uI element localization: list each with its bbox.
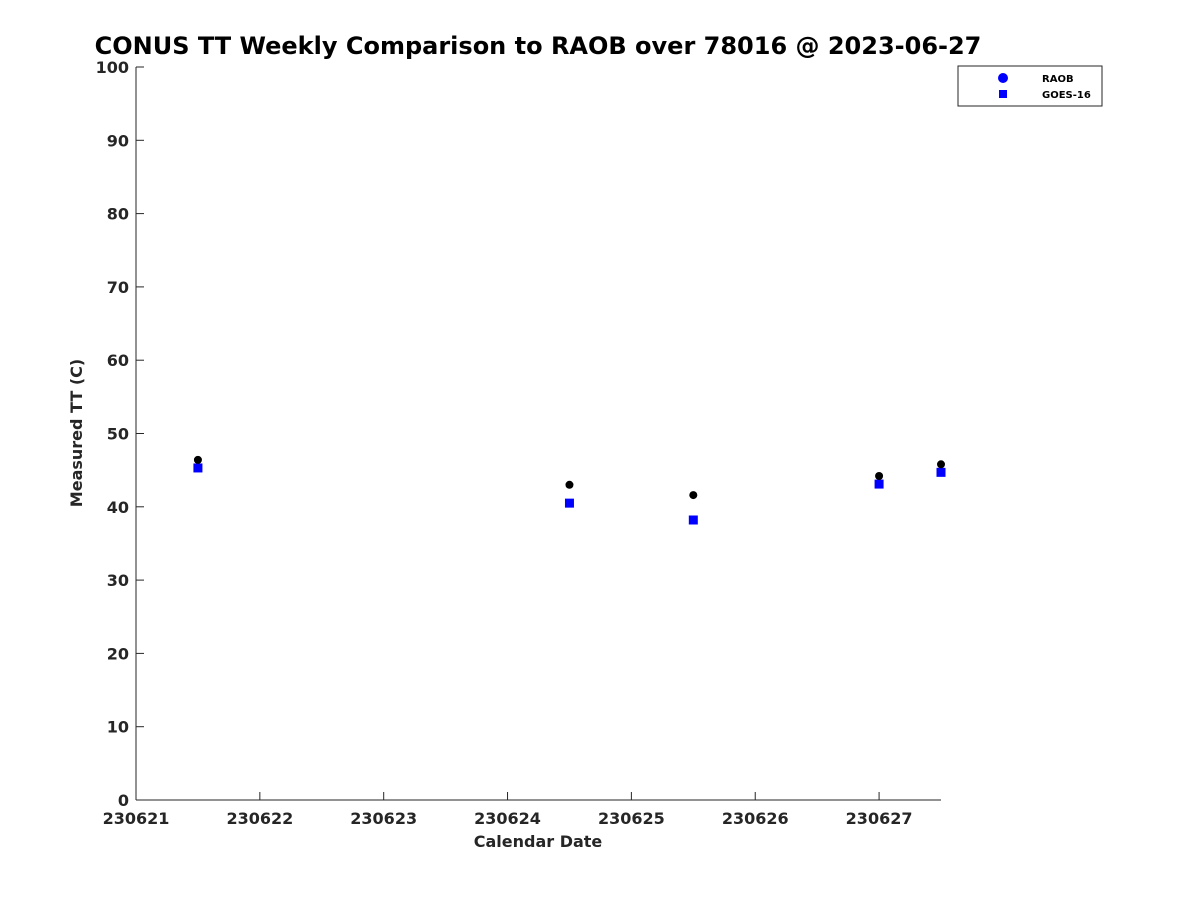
legend-label-raob: RAOB xyxy=(1042,74,1074,85)
legend-marker-goes-16 xyxy=(999,90,1007,98)
plot-area: 0 10 20 30 40 50 60 70 80 90 100 230621 230622 230623… xyxy=(96,58,946,828)
x-axis-label: Calendar Date xyxy=(474,832,603,851)
x-tick-label: 230623 xyxy=(350,809,417,828)
y-tick-label: 40 xyxy=(107,498,129,517)
y-tick-label: 0 xyxy=(118,791,129,810)
x-tick-label: 230622 xyxy=(226,809,293,828)
legend-box xyxy=(957,65,1103,107)
x-tick-label: 230624 xyxy=(474,809,541,828)
data-point-goes-16 xyxy=(874,479,884,489)
x-tick-label: 230621 xyxy=(103,809,170,828)
data-point-raob xyxy=(937,460,945,469)
y-tick-label: 10 xyxy=(107,718,129,737)
data-point-raob xyxy=(689,491,698,500)
legend: RAOB GOES-16 xyxy=(957,65,1103,107)
y-tick-label: 60 xyxy=(107,351,129,370)
y-tick-label: 100 xyxy=(96,58,129,77)
data-point-raob xyxy=(875,472,884,481)
y-axis-label: Measured TT (C) xyxy=(67,359,86,507)
legend-label-goes-16: GOES-16 xyxy=(1042,90,1091,101)
y-tick-label: 30 xyxy=(107,571,129,590)
y-tick-label: 90 xyxy=(107,131,129,150)
y-tick-label: 80 xyxy=(107,205,129,224)
data-point-goes-16 xyxy=(936,467,946,477)
x-tick-label: 230625 xyxy=(598,809,665,828)
x-tick-label: 230626 xyxy=(722,809,789,828)
y-tick-label: 70 xyxy=(107,278,129,297)
data-point-goes-16 xyxy=(688,515,698,525)
data-point-raob xyxy=(565,480,574,489)
x-tick-label: 230627 xyxy=(846,809,913,828)
y-tick-label: 20 xyxy=(107,644,129,663)
data-point-goes-16 xyxy=(193,463,203,473)
legend-marker-raob xyxy=(998,73,1008,83)
data-point-raob xyxy=(193,455,202,464)
y-tick-label: 50 xyxy=(107,425,129,444)
data-point-goes-16 xyxy=(564,498,574,508)
chart-title: CONUS TT Weekly Comparison to RAOB over … xyxy=(95,32,982,60)
